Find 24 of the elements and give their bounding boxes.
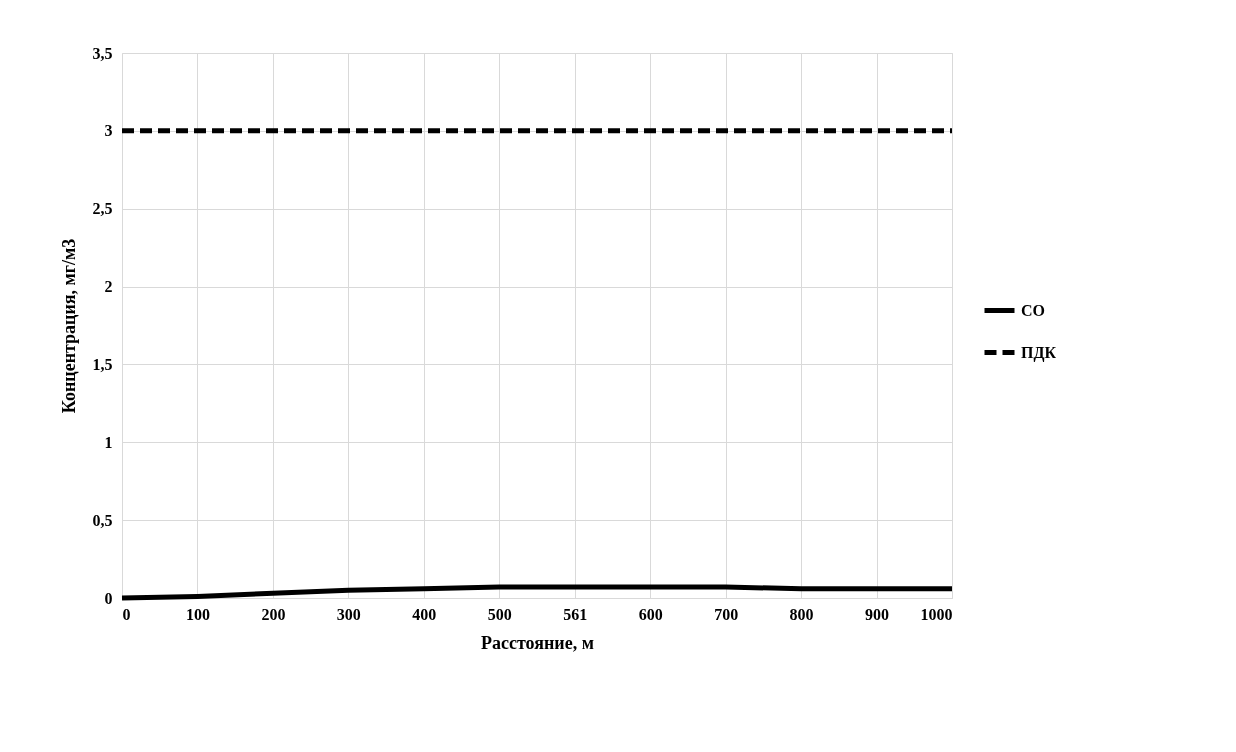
y-tick-label: 2,5	[92, 200, 113, 218]
y-tick-label: 2	[104, 278, 113, 296]
y-tick-label: 1	[104, 433, 113, 451]
x-tick-label: 400	[412, 605, 437, 623]
x-tick-label: 1000	[920, 605, 953, 623]
x-tick-label: 700	[714, 605, 739, 623]
legend-label: ПДК	[1021, 343, 1057, 362]
x-tick-label: 200	[261, 605, 286, 623]
y-tick-label: 1,5	[92, 355, 113, 373]
y-tick-label: 0	[104, 589, 113, 607]
x-tick-label: 900	[865, 605, 890, 623]
y-tick-label: 0,5	[92, 511, 113, 529]
y-tick-label: 3	[104, 122, 113, 140]
y-axis-title: Концентрация, мг/м3	[58, 238, 79, 414]
x-tick-label: 561	[563, 605, 588, 623]
x-tick-label: 600	[638, 605, 663, 623]
legend-label: CO	[1021, 301, 1045, 319]
x-tick-label: 500	[487, 605, 512, 623]
x-tick-label: 100	[185, 605, 210, 623]
x-tick-label: 800	[789, 605, 814, 623]
y-tick-label: 3,5	[92, 44, 113, 62]
x-axis-title: Расстояние, м	[481, 632, 594, 653]
x-tick-label: 0	[122, 605, 131, 623]
x-tick-label: 300	[336, 605, 361, 623]
